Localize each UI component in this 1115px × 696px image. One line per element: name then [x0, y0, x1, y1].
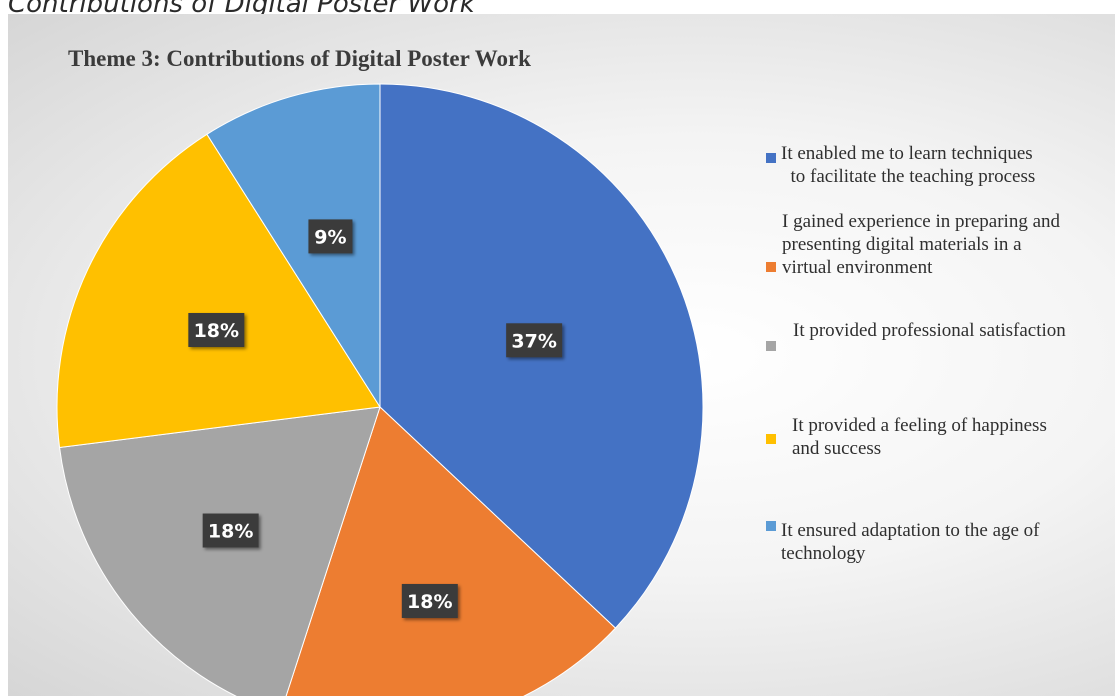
- data-label-5: 9%: [308, 219, 353, 254]
- chart-area: Theme 3: Contributions of Digital Poster…: [8, 14, 1115, 696]
- chart-title: Theme 3: Contributions of Digital Poster…: [68, 46, 531, 71]
- pie-slice-2: [285, 406, 617, 696]
- svg-text:9%: 9%: [314, 226, 346, 248]
- pie-slice-4: [56, 133, 381, 449]
- data-label-4: 18%: [188, 312, 245, 347]
- pie-chart: 37% 18% 18% 18% 9%: [56, 83, 704, 696]
- svg-text:37%: 37%: [511, 330, 556, 352]
- pie-slice-5: [206, 83, 381, 409]
- svg-text:18%: 18%: [194, 320, 239, 342]
- data-label-2: 18%: [401, 583, 458, 618]
- data-label-3: 18%: [202, 513, 259, 548]
- svg-text:18%: 18%: [208, 521, 253, 543]
- pie-slice-3: [58, 406, 381, 696]
- svg-text:18%: 18%: [407, 591, 452, 613]
- data-label-1: 37%: [506, 323, 563, 358]
